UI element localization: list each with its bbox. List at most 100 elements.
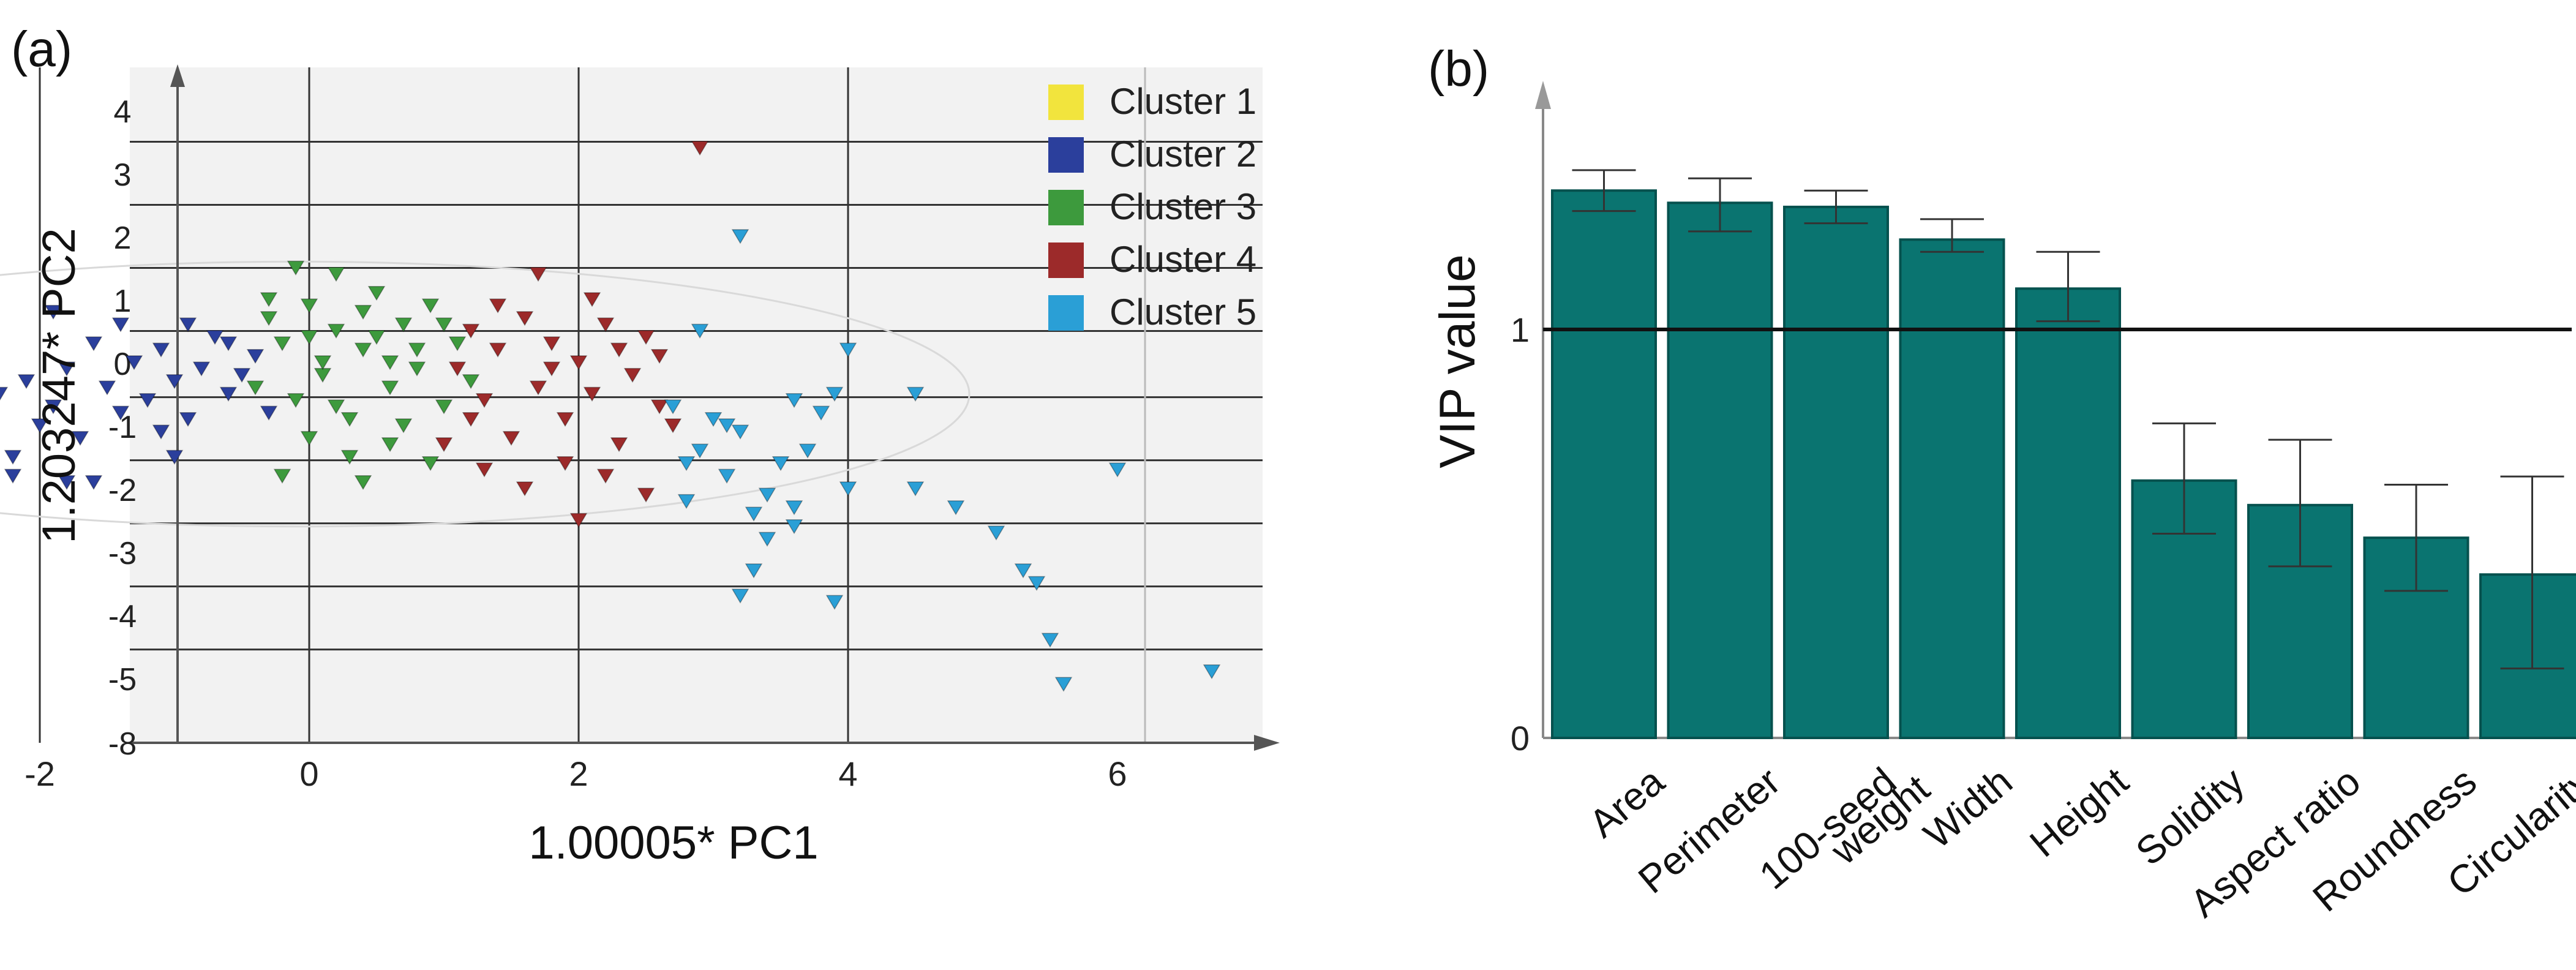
vip-bar <box>1783 205 1889 739</box>
scatter-point <box>327 399 345 415</box>
vip-bar <box>1899 238 2005 739</box>
scatter-point <box>448 361 467 377</box>
scatter-point <box>745 506 763 522</box>
legend-swatch-cluster-4 <box>1048 242 1084 278</box>
scatter-point <box>421 456 440 472</box>
scatter-point <box>152 342 170 358</box>
scatter-point <box>462 412 480 427</box>
scatter-point <box>758 532 776 547</box>
scatter-point <box>947 500 965 516</box>
scatter-point <box>31 418 49 434</box>
scatter-point <box>179 412 197 427</box>
scatter-point <box>314 355 332 370</box>
category-label: Height <box>2021 759 2136 865</box>
scatter-point <box>246 380 265 396</box>
scatter-point <box>596 317 615 333</box>
scatter-point <box>354 475 372 491</box>
y-tick-label-bottom: -8 <box>108 726 137 762</box>
scatter-point <box>664 399 682 415</box>
scatter-point <box>677 456 696 472</box>
scatter-point <box>772 456 790 472</box>
scatter-point <box>327 267 345 282</box>
legend-label-cluster-2: Cluster 2 <box>1110 133 1256 175</box>
category-label-line: Width <box>1915 759 2021 857</box>
scatter-point <box>516 481 534 497</box>
scatter-point <box>4 468 22 484</box>
y-tick-label: 0 <box>114 347 132 382</box>
scatter-point <box>569 355 588 370</box>
scatter-point <box>623 367 642 383</box>
legend-label-cluster-4: Cluster 4 <box>1110 239 1256 280</box>
scatter-point <box>300 430 318 446</box>
scatter-point <box>839 342 857 358</box>
scatter-grid <box>39 67 1263 743</box>
scatter-point <box>462 323 480 339</box>
scatter-point <box>610 437 628 453</box>
category-label-line: Height <box>2021 759 2136 865</box>
scatter-point <box>111 405 130 421</box>
scatter-point <box>610 342 628 358</box>
scatter-point <box>84 336 103 352</box>
y-tick-label: -5 <box>108 662 137 697</box>
category-label: Width <box>1915 759 2021 857</box>
scatter-point <box>71 430 89 446</box>
scatter-point <box>745 563 763 579</box>
scatter-point <box>731 229 749 244</box>
scatter-point <box>233 367 251 383</box>
scatter-point <box>448 336 467 352</box>
scatter-point <box>300 330 318 345</box>
scatter-point <box>340 449 359 465</box>
y-axis-title-b: VIP value <box>1430 254 1485 468</box>
cluster-3-points <box>246 260 480 491</box>
scatter-axes <box>130 64 1280 751</box>
scatter-point <box>192 361 211 377</box>
scatter-point <box>0 386 9 401</box>
y-tick-label: 3 <box>114 157 132 193</box>
scatter-point <box>58 361 76 377</box>
y-tick-label: -2 <box>108 473 137 508</box>
scatter-point <box>111 317 130 333</box>
x-axis-title: 1.00005* PC1 <box>528 817 818 869</box>
scatter-point <box>260 292 278 307</box>
scatter-point <box>637 330 655 345</box>
scatter-point <box>354 304 372 320</box>
scatter-point <box>798 443 817 459</box>
scatter-point <box>906 386 925 402</box>
scatter-point <box>408 361 426 377</box>
scatter-point <box>381 437 399 453</box>
y-axis-arrow <box>170 64 185 87</box>
scatter-point <box>287 260 305 276</box>
vip-bar <box>2015 287 2121 739</box>
y-tick-label-b: 0 <box>1511 719 1530 758</box>
scatter-point <box>691 323 709 339</box>
scatter-point <box>367 285 386 301</box>
scatter-point <box>435 317 453 333</box>
scatter-point <box>1108 462 1127 478</box>
scatter-point <box>1027 576 1046 591</box>
scatter-point <box>421 298 440 314</box>
category-label: Area <box>1580 759 1672 846</box>
scatter-point <box>825 595 844 610</box>
vip-bar <box>1551 189 1657 740</box>
scatter-point <box>502 430 520 446</box>
y-tick-label: 2 <box>114 220 132 256</box>
x-tick-label: 0 <box>299 754 318 793</box>
cluster-2-points <box>0 304 278 491</box>
x-tick-label: 6 <box>1108 754 1127 793</box>
x-tick-label: 2 <box>569 754 588 793</box>
scatter-point <box>906 481 925 497</box>
scatter-point <box>556 456 574 472</box>
scatter-point <box>489 298 507 314</box>
scatter-point <box>489 342 507 358</box>
scatter-point <box>475 393 494 408</box>
scatter-point <box>98 380 116 396</box>
scatter-point <box>677 494 696 509</box>
scatter-point <box>44 304 62 320</box>
scatter-point <box>569 513 588 528</box>
scatter-point <box>650 348 669 364</box>
scatter-legend: Cluster 1 Cluster 2 Cluster 3 Cluster 4 Clus… <box>1048 81 1256 333</box>
scatter-point <box>825 386 844 402</box>
